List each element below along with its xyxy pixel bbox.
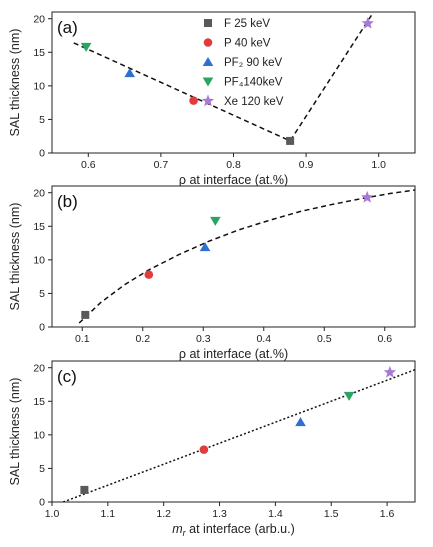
y-tick-label: 20 [33,187,45,199]
data-point-4 [361,16,374,29]
y-tick-label: 5 [39,288,45,300]
x-tick-label: 1.0 [371,159,386,171]
x-tick-label: 1.5 [324,508,339,520]
x-tick-label: 0.5 [317,333,332,345]
y-tick-label: 15 [33,221,45,233]
data-point-2 [199,242,211,252]
data-point-4 [383,365,397,378]
legend-label: P 40 keV [224,38,271,50]
data-point-legend [202,77,214,87]
plot-frame [51,360,416,503]
data-point-1 [189,96,198,105]
data-point-2 [124,68,135,78]
legend-label: PF₄140keV [224,77,283,89]
data-point-3 [210,216,221,226]
x-tick-label: 0.6 [81,159,96,171]
panel-label: (c) [57,367,77,386]
y-tick-label: 10 [33,81,45,93]
data-point-legend [204,19,212,27]
y-tick-label: 0 [39,148,45,160]
data-point-0 [80,485,89,494]
x-tick-label: 0.7 [154,159,169,171]
x-axis-label: ρ at interface (at.%) [179,347,288,361]
x-tick-label: 1.0 [45,508,60,520]
fit-line [78,189,415,324]
y-tick-label: 10 [33,255,45,267]
legend-label: F 25 keV [224,18,270,30]
data-point-3 [80,42,92,52]
x-tick-label: 1.1 [101,508,116,520]
y-axis-label: SAL thickness (nm) [8,378,22,486]
x-axis-label-subscript: r [183,528,187,538]
x-tick-label: 0.6 [377,333,392,345]
y-tick-label: 15 [33,47,45,59]
y-tick-label: 5 [39,463,45,475]
y-tick-label: 10 [33,430,45,442]
y-axis-label: SAL thickness (nm) [8,29,22,137]
legend-label: PF₂ 90 keV [224,57,282,69]
data-point-legend [201,94,215,107]
data-point-legend [203,38,213,47]
fit-line [73,14,373,142]
plot-frame [51,185,416,328]
y-tick-label: 0 [39,322,45,334]
y-tick-label: 20 [33,13,45,25]
x-tick-label: 0.4 [256,333,271,345]
x-tick-label: 1.3 [212,508,227,520]
x-tick-label: 1.2 [156,508,171,520]
y-tick-label: 5 [39,114,45,126]
x-tick-label: 0.1 [75,333,90,345]
data-point-2 [295,417,306,427]
x-axis-label: mr at interface (arb.u.) [172,522,295,538]
x-tick-label: 0.9 [299,159,314,171]
data-point-0 [81,310,90,319]
panel-a: 0.6 0.7 0.8 0.9 1.0 0 5 10 15 20 ρ at interface (a… [8,11,416,187]
x-tick-label: 1.4 [268,508,283,520]
data-point-3 [343,391,355,401]
x-axis-label: ρ at interface (at.%) [179,173,288,187]
x-tick-label: 0.2 [135,333,150,345]
y-tick-label: 15 [33,396,45,408]
y-tick-label: 0 [39,497,45,509]
y-axis-label: SAL thickness (nm) [8,203,22,311]
x-axis-label-rest: at interface (arb.u.) [186,522,295,536]
legend-label: Xe 120 keV [224,96,284,108]
data-point-1 [199,445,209,454]
x-tick-label: 0.3 [196,333,211,345]
y-tick-label: 20 [33,362,45,374]
panel-c: 1.0 1.1 1.2 1.3 1.4 1.5 1.6 0 5 10 15 20 mr at inter… [8,360,416,538]
data-point-4 [361,190,374,203]
x-tick-label: 1.6 [380,508,395,520]
data-point-1 [144,270,154,279]
panel-b: 0.1 0.2 0.3 0.4 0.5 0.6 0 5 10 15 20 ρ at interface… [8,185,416,361]
x-tick-label: 0.8 [226,159,241,171]
data-point-0 [286,136,295,145]
data-point-legend [202,57,214,66]
panel-label: (a) [57,18,78,37]
panel-label: (b) [57,192,78,211]
fit-line [62,368,415,502]
x-axis-label-symbol: m [172,522,182,536]
